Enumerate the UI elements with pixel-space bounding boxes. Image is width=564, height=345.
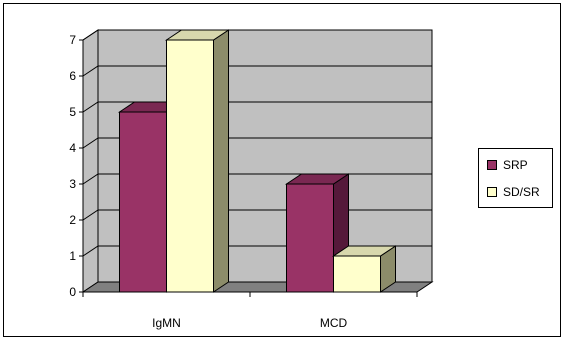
legend: SRP SD/SR xyxy=(478,148,553,208)
legend-swatch-srp xyxy=(487,160,497,170)
gridline-5 xyxy=(82,101,432,113)
bar-srp-mcd xyxy=(286,183,334,293)
y-tick-label-6: 6 xyxy=(69,69,76,83)
bar-sd-sr-igmn xyxy=(166,39,214,293)
y-tick-label-3: 3 xyxy=(69,177,76,191)
category-label-mcd: MCD xyxy=(320,316,348,330)
y-tick-label-5: 5 xyxy=(69,105,76,119)
gridline-4 xyxy=(82,137,432,149)
bar-srp-igmn xyxy=(119,111,167,293)
y-tick-label-1: 1 xyxy=(69,249,76,263)
gridline-6 xyxy=(82,65,432,77)
bars xyxy=(117,29,398,293)
y-tick-label-2: 2 xyxy=(69,213,76,227)
gridline-7 xyxy=(82,29,432,41)
bar-side-sd-sr-igmn xyxy=(213,29,229,293)
bar-sd-sr-mcd xyxy=(333,255,381,293)
y-tick-label-4: 4 xyxy=(69,141,76,155)
category-label-igmn: IgMN xyxy=(152,316,181,330)
legend-box xyxy=(478,148,553,208)
category-labels: IgMN MCD xyxy=(152,316,347,330)
y-tick-label-7: 7 xyxy=(69,33,76,47)
legend-swatch-sd-sr xyxy=(487,187,497,197)
y-tick-label-0: 0 xyxy=(69,285,76,299)
legend-label-srp: SRP xyxy=(503,158,528,172)
legend-label-sd-sr: SD/SR xyxy=(503,185,540,199)
side-wall xyxy=(82,29,99,293)
